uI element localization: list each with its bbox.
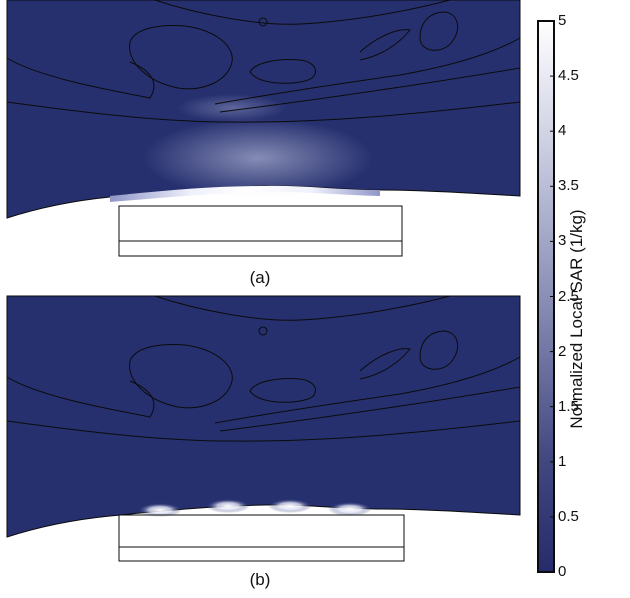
tissue-boundary — [6, 101, 521, 123]
panel-label-a: (a) — [249, 268, 271, 287]
coil-outline — [118, 514, 405, 562]
colorbar-tick-label: 2 — [558, 342, 567, 360]
sar-hotspot — [268, 499, 312, 513]
tissue-boundary — [6, 420, 521, 442]
colorbar-tick-label: 4 — [558, 122, 567, 140]
tissue-boundary — [359, 29, 411, 61]
colorbar-tick-label: 0.5 — [558, 507, 579, 525]
panel-label-b: (b) — [249, 570, 271, 589]
tissue-boundary — [154, 0, 451, 25]
colorbar — [537, 20, 555, 573]
tissue-boundary — [214, 37, 521, 105]
colorbar-tick-label: 4.5 — [558, 67, 579, 85]
sar-hotspot — [206, 499, 250, 513]
coil-outline — [118, 205, 403, 257]
colorbar-tick-label: 5 — [558, 12, 567, 29]
panel-a — [6, 0, 521, 257]
tissue-boundary — [219, 67, 521, 113]
tissue-boundary — [129, 25, 233, 90]
tissue-boundary — [359, 348, 411, 380]
tissue-boundary — [219, 386, 521, 432]
tissue-boundary — [419, 11, 459, 51]
tissue-region — [6, 295, 521, 538]
tissue-boundary — [249, 378, 316, 403]
colorbar-tick-label: 1.5 — [558, 397, 579, 415]
tissue-boundary — [154, 295, 451, 321]
sar-hotspot — [328, 502, 372, 516]
panel-b — [6, 295, 521, 562]
colorbar-tick-label: 1 — [558, 452, 567, 470]
high-sar-surface — [110, 185, 380, 202]
sar-hotspot — [143, 118, 373, 198]
colorbar-tick-label: 3.5 — [558, 177, 579, 195]
tissue-boundary — [258, 326, 268, 336]
colorbar-tick-label: 0 — [558, 563, 567, 580]
tissue-boundary — [419, 330, 459, 370]
tissue-boundary — [214, 356, 521, 424]
colorbar-title: Normalized Local SAR (1/kg) — [567, 209, 586, 429]
colorbar-tick-label: 2.5 — [558, 287, 579, 305]
tissue-boundary — [6, 57, 155, 99]
tissue-boundary — [258, 17, 268, 27]
tissue-boundary — [129, 344, 233, 409]
tissue-boundary — [249, 59, 316, 84]
colorbar-tick-label: 3 — [558, 232, 567, 250]
sar-hotspot — [138, 503, 182, 517]
sar-hotspot — [177, 94, 287, 122]
tissue-boundary — [6, 376, 155, 418]
